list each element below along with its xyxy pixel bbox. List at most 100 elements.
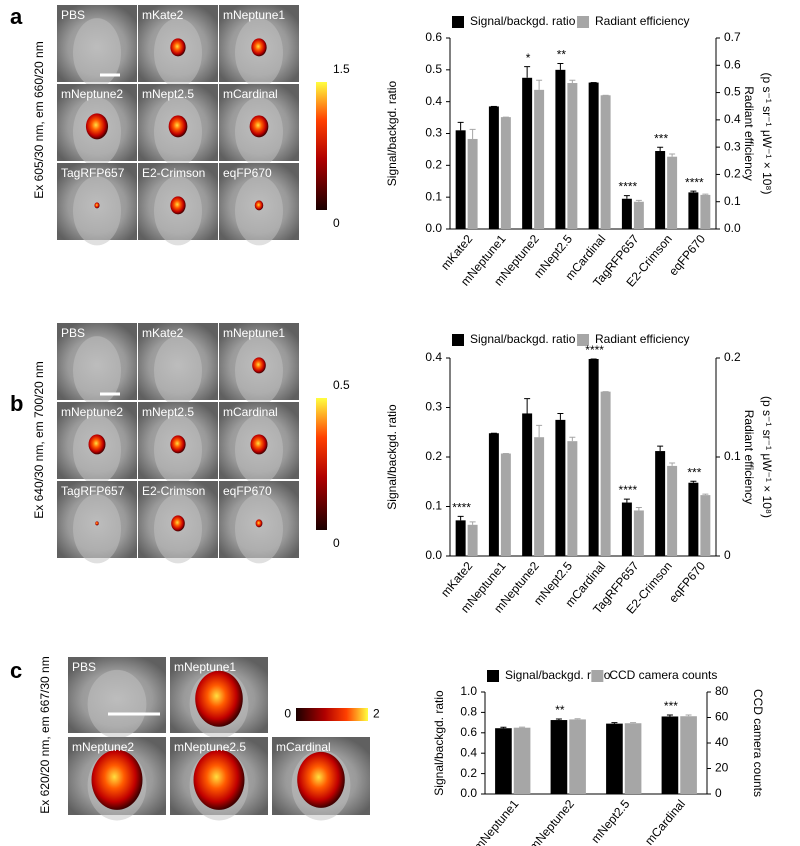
y2-tick-label: 0.4 [724,112,741,126]
error-bar [690,480,697,483]
bar [661,716,679,794]
bar [624,723,642,794]
bar [600,95,611,229]
colorbar-label: 0.5 [333,378,350,392]
mouse-head [73,494,121,564]
fluorescence-signal [170,435,186,454]
image-label: mNept2.5 [142,87,194,101]
y2-tick-label: 0.6 [724,57,741,71]
error-bar [630,722,637,724]
error-bar [702,193,709,195]
image-label: PBS [61,326,85,340]
y2-tick-label: 0 [724,548,731,562]
bar [488,433,499,556]
fluorescence-signal [95,521,99,526]
y-tick-label: 0.4 [425,94,442,108]
y2-tick-label: 0.5 [724,85,741,99]
y2-tick-label: 0.0 [724,221,741,235]
y-tick-label: 0.3 [425,400,442,414]
legend-label: Radiant efficiency [595,332,690,346]
y-axis-label: Signal/backgd. ratio [385,80,399,186]
bar [633,510,644,556]
image-label: TagRFP657 [61,484,125,498]
colorbar-label: 0 [284,707,291,721]
x-tick-label: mCardinal [642,797,688,846]
error-bar [536,424,543,438]
colorbar [296,708,368,721]
y2-axis-label: Radiant efficiency [742,410,756,505]
y2-tick-label: 40 [715,735,729,749]
significance: ** [555,703,565,717]
significance: *** [687,465,701,479]
y-tick-label: 0.1 [425,189,442,203]
fluorescence-signal [170,196,186,215]
error-bar [623,498,630,503]
fluorescence-signal [195,670,243,727]
bar [655,451,666,556]
y-tick-label: 0.6 [460,725,477,739]
significance: * [526,51,531,65]
fluorescence-signal [250,434,268,455]
bar [534,89,545,229]
y-tick-label: 0.5 [425,62,442,76]
bar [513,727,531,794]
bar [700,495,711,556]
error-bar [611,722,618,724]
y-tick-label: 0.4 [460,745,477,759]
legend-swatch [591,670,604,682]
y2-tick-label: 0.1 [724,449,741,463]
x-tick-label: eqFP670 [666,559,708,606]
mouse-head [235,176,283,246]
y2-axis-label: (p s⁻¹ sr⁻¹ μW⁻¹ × 10⁸) [760,73,774,195]
fluorescence-signal [88,434,106,455]
y-tick-label: 0.3 [425,126,442,140]
bar [621,502,632,556]
fluorescence-signal [297,751,345,808]
legend-label: Radiant efficiency [595,14,690,28]
bar [467,524,478,556]
image-label: mNeptune1 [174,660,236,674]
error-bar [469,128,476,139]
bar [488,106,499,229]
panel-letter: a [10,4,23,29]
image-label: mNeptune2.5 [174,740,246,754]
error-bar [623,195,630,199]
error-bar [702,493,709,496]
error-bar [666,714,673,717]
y-tick-label: 0.0 [425,548,442,562]
image-label: mKate2 [142,8,184,22]
bar [700,194,711,229]
bar [522,77,533,230]
legend-label: Signal/backgd. ratio [470,14,576,28]
error-bar [524,66,531,78]
bar [522,413,533,556]
legend-label: Signal/backgd. ratio [505,668,611,682]
y-tick-label: 0.1 [425,499,442,513]
y2-axis-label: Radiant efficiency [742,86,756,181]
fluorescence-signal [170,38,186,57]
error-bar [469,521,476,525]
significance: ** [557,48,567,62]
legend-swatch [452,16,464,28]
bar [621,198,632,229]
image-label: mNeptune1 [223,8,285,22]
colorbar-label: 0 [333,216,340,230]
image-label: eqFP670 [223,166,272,180]
fluorescence-signal [251,38,267,57]
image-label: mNeptune1 [223,326,285,340]
y2-tick-label: 0.3 [724,139,741,153]
error-bar [555,718,562,721]
significance: **** [585,343,604,357]
error-bar [457,515,464,521]
bar [667,465,678,556]
excitation-label: Ex 640/30 nm, em 700/20 nm [32,361,46,518]
image-label: TagRFP657 [61,166,125,180]
y-tick-label: 1.0 [460,684,477,698]
legend-swatch [577,16,590,28]
excitation-label: Ex 605/30 nm, em 660/20 nm [32,41,46,198]
bar [455,520,466,556]
mouse-head [73,176,121,246]
y2-axis-label: CCD camera counts [751,689,765,797]
bar [467,138,478,229]
image-label: mNeptune2 [61,87,123,101]
